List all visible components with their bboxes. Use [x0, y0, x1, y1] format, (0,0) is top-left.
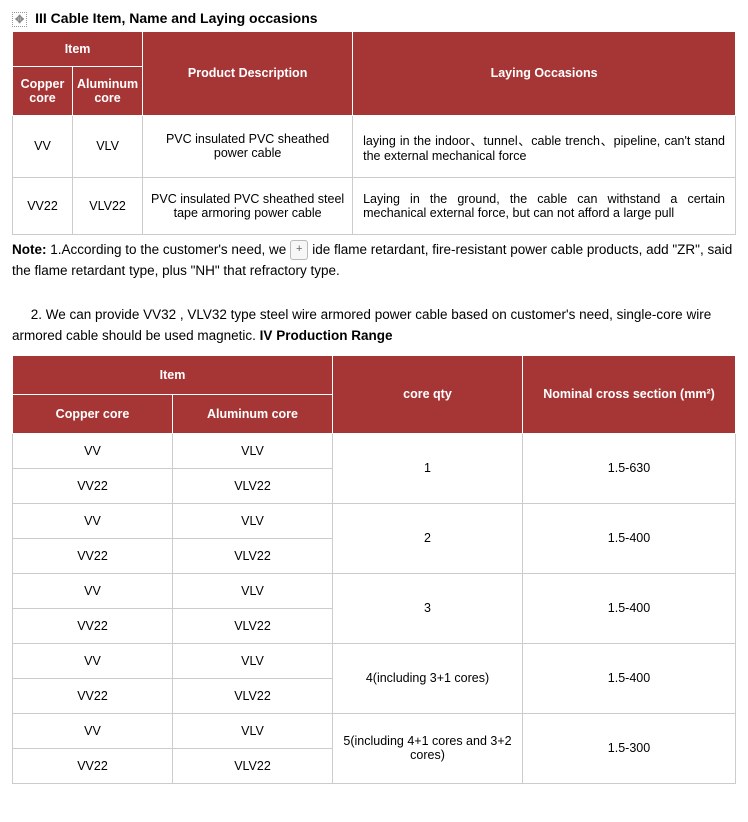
- cell-cross: 1.5-300: [523, 713, 736, 783]
- cell-aluminum: VLV22: [173, 748, 333, 783]
- cell-aluminum: VLV22: [173, 468, 333, 503]
- cell-cross: 1.5-400: [523, 503, 736, 573]
- cell-aluminum: VLV22: [173, 608, 333, 643]
- cell-copper: VV22: [13, 748, 173, 783]
- cell-aluminum: VLV: [173, 503, 333, 538]
- th2-aluminum: Aluminum core: [173, 394, 333, 433]
- cell-aluminum: VLV: [73, 115, 143, 177]
- cell-copper: VV: [13, 433, 173, 468]
- cell-coreqty: 4(including 3+1 cores): [333, 643, 523, 713]
- cell-copper: VV: [13, 713, 173, 748]
- section3-heading: ✥ III Cable Item, Name and Laying occasi…: [12, 10, 736, 27]
- th-item: Item: [13, 31, 143, 66]
- cell-laying: Laying in the ground, the cable can with…: [353, 177, 736, 234]
- cell-coreqty: 1: [333, 433, 523, 503]
- production-range-table: Item core qty Nominal cross section (mm²…: [12, 355, 736, 784]
- cell-cross: 1.5-630: [523, 433, 736, 503]
- cell-cross: 1.5-400: [523, 643, 736, 713]
- th2-item: Item: [13, 355, 333, 394]
- note-label: Note:: [12, 242, 47, 257]
- th-aluminum: Aluminum core: [73, 66, 143, 115]
- cell-aluminum: VLV: [173, 643, 333, 678]
- table-row: VVVLV21.5-400: [13, 503, 736, 538]
- add-icon[interactable]: +: [290, 240, 308, 260]
- note-p1a: 1.According to the customer's need, we: [50, 242, 286, 257]
- cell-aluminum: VLV22: [73, 177, 143, 234]
- th-desc: Product Description: [143, 31, 353, 115]
- cell-cross: 1.5-400: [523, 573, 736, 643]
- cell-aluminum: VLV: [173, 433, 333, 468]
- move-icon: ✥: [12, 12, 27, 27]
- cell-aluminum: VLV22: [173, 538, 333, 573]
- table-row: VV22VLV22PVC insulated PVC sheathed stee…: [13, 177, 736, 234]
- cell-copper: VV: [13, 115, 73, 177]
- th2-nominal: Nominal cross section (mm²): [523, 355, 736, 433]
- cell-copper: VV22: [13, 468, 173, 503]
- cell-copper: VV: [13, 643, 173, 678]
- th-copper: Copper core: [13, 66, 73, 115]
- th2-coreqty: core qty: [333, 355, 523, 433]
- cell-copper: VV: [13, 503, 173, 538]
- cell-coreqty: 5(including 4+1 cores and 3+2 cores): [333, 713, 523, 783]
- cable-item-table: Item Product Description Laying Occasion…: [12, 31, 736, 235]
- table-row: VVVLV5(including 4+1 cores and 3+2 cores…: [13, 713, 736, 748]
- th-laying: Laying Occasions: [353, 31, 736, 115]
- section4-title: Production Range: [276, 328, 392, 343]
- section3-title: Cable Item, Name and Laying occasions: [51, 10, 318, 26]
- cell-copper: VV: [13, 573, 173, 608]
- cell-copper: VV22: [13, 678, 173, 713]
- note-block: Note: 1.According to the customer's need…: [12, 239, 736, 347]
- cell-aluminum: VLV22: [173, 678, 333, 713]
- th2-copper: Copper core: [13, 394, 173, 433]
- table-row: VVVLV31.5-400: [13, 573, 736, 608]
- cell-copper: VV22: [13, 177, 73, 234]
- table-row: VVVLV11.5-630: [13, 433, 736, 468]
- table-row: VVVLVPVC insulated PVC sheathed power ca…: [13, 115, 736, 177]
- cell-copper: VV22: [13, 538, 173, 573]
- cell-coreqty: 2: [333, 503, 523, 573]
- section3-prefix: III: [35, 10, 47, 26]
- cell-desc: PVC insulated PVC sheathed power cable: [143, 115, 353, 177]
- cell-laying: laying in the indoor、tunnel、cable trench…: [353, 115, 736, 177]
- cell-aluminum: VLV: [173, 713, 333, 748]
- section4-prefix: IV: [260, 328, 273, 343]
- cell-desc: PVC insulated PVC sheathed steel tape ar…: [143, 177, 353, 234]
- cell-copper: VV22: [13, 608, 173, 643]
- table-row: VVVLV4(including 3+1 cores)1.5-400: [13, 643, 736, 678]
- cell-coreqty: 3: [333, 573, 523, 643]
- cell-aluminum: VLV: [173, 573, 333, 608]
